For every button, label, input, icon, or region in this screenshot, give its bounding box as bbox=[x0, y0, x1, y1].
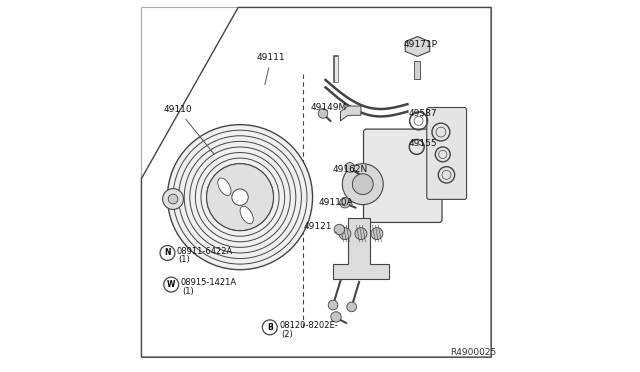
Text: 49587: 49587 bbox=[408, 109, 437, 118]
FancyBboxPatch shape bbox=[427, 108, 467, 199]
Text: B: B bbox=[267, 323, 273, 332]
Text: 08915-1421A: 08915-1421A bbox=[180, 278, 237, 287]
Circle shape bbox=[342, 164, 383, 205]
Text: 49149M: 49149M bbox=[310, 103, 347, 112]
Text: W: W bbox=[167, 280, 175, 289]
Text: 49121: 49121 bbox=[303, 222, 337, 232]
Circle shape bbox=[331, 312, 341, 322]
Circle shape bbox=[168, 194, 178, 204]
Text: (1): (1) bbox=[182, 287, 194, 296]
Text: 49110: 49110 bbox=[164, 105, 214, 154]
Text: 49111: 49111 bbox=[257, 53, 285, 85]
Circle shape bbox=[334, 224, 344, 235]
Circle shape bbox=[328, 300, 338, 310]
Text: N: N bbox=[164, 248, 171, 257]
Circle shape bbox=[353, 174, 373, 195]
Text: 49110A: 49110A bbox=[318, 198, 353, 207]
Ellipse shape bbox=[168, 125, 312, 270]
Circle shape bbox=[340, 198, 350, 208]
Circle shape bbox=[339, 228, 351, 240]
Text: 49162N: 49162N bbox=[333, 165, 368, 174]
Bar bbox=[413, 61, 420, 79]
Ellipse shape bbox=[240, 206, 253, 224]
Circle shape bbox=[355, 228, 367, 240]
Circle shape bbox=[232, 189, 248, 205]
Text: 08911-6422A: 08911-6422A bbox=[177, 247, 233, 256]
Text: (1): (1) bbox=[179, 255, 190, 264]
Circle shape bbox=[345, 163, 355, 172]
Circle shape bbox=[371, 228, 383, 240]
Text: 49171P: 49171P bbox=[403, 40, 437, 55]
Polygon shape bbox=[405, 36, 429, 57]
Circle shape bbox=[347, 302, 356, 312]
Ellipse shape bbox=[218, 178, 231, 196]
Text: 08120-8202E-: 08120-8202E- bbox=[279, 321, 338, 330]
Circle shape bbox=[163, 189, 184, 209]
Text: (2): (2) bbox=[281, 330, 292, 339]
Polygon shape bbox=[340, 106, 361, 121]
Text: R4900025: R4900025 bbox=[451, 348, 497, 357]
Circle shape bbox=[164, 277, 179, 292]
Polygon shape bbox=[333, 218, 389, 279]
Circle shape bbox=[160, 246, 175, 260]
Circle shape bbox=[207, 164, 273, 231]
FancyBboxPatch shape bbox=[364, 129, 442, 222]
Circle shape bbox=[262, 320, 277, 335]
Text: 49155: 49155 bbox=[408, 139, 437, 148]
Circle shape bbox=[318, 109, 328, 118]
